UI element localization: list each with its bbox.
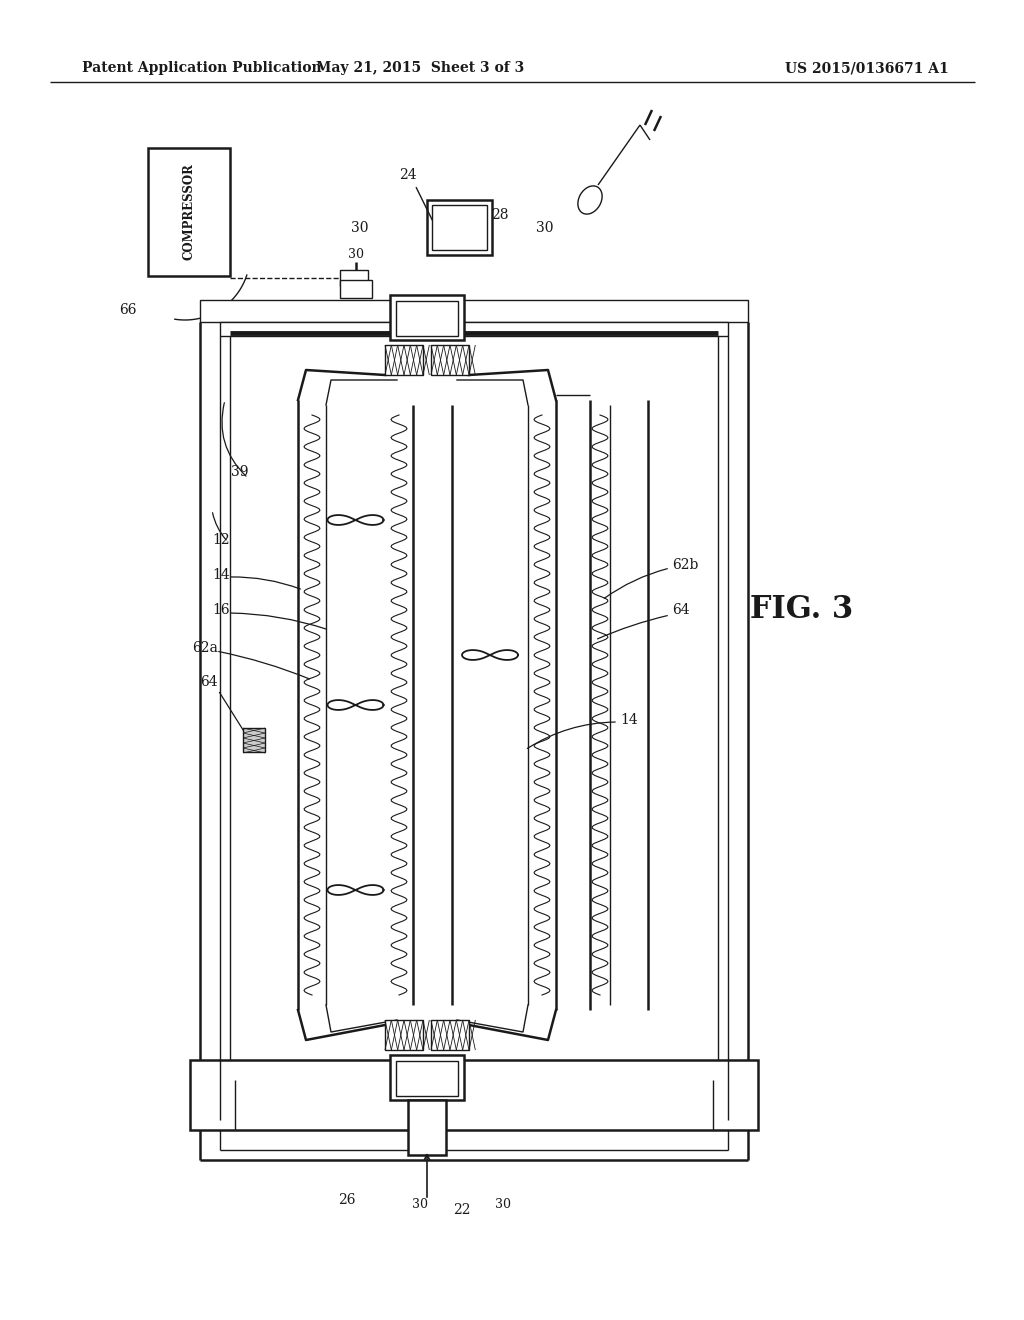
Bar [243, 729, 265, 752]
Text: 16: 16 [212, 603, 230, 616]
Text: 30: 30 [537, 220, 554, 235]
Text: 30: 30 [348, 248, 364, 260]
Text: 14: 14 [212, 568, 230, 582]
Bar [432, 205, 487, 249]
Text: 26: 26 [338, 1193, 355, 1206]
Bar [396, 301, 458, 337]
Bar [427, 201, 492, 255]
Ellipse shape [578, 186, 602, 214]
Text: US 2015/0136671 A1: US 2015/0136671 A1 [785, 61, 949, 75]
Text: 62b: 62b [672, 558, 698, 572]
Bar [385, 345, 423, 375]
Text: 66: 66 [119, 304, 137, 317]
Bar [340, 271, 368, 286]
Text: 62a: 62a [193, 642, 218, 655]
Bar [431, 345, 469, 375]
Bar [220, 322, 728, 337]
Bar [390, 294, 464, 341]
Text: COMPRESSOR: COMPRESSOR [182, 164, 196, 260]
Bar [340, 280, 372, 298]
Bar [148, 148, 230, 276]
Text: FIG. 3: FIG. 3 [750, 594, 853, 626]
Bar [396, 1061, 458, 1096]
Text: 39: 39 [231, 465, 249, 479]
Text: 30: 30 [351, 220, 369, 235]
Text: 64: 64 [672, 603, 689, 616]
Text: May 21, 2015  Sheet 3 of 3: May 21, 2015 Sheet 3 of 3 [315, 61, 524, 75]
Text: 30: 30 [495, 1199, 511, 1212]
Bar [385, 1020, 423, 1049]
Text: 12: 12 [212, 533, 230, 546]
Bar [408, 1100, 446, 1155]
Text: 14: 14 [620, 713, 638, 727]
Bar [390, 1055, 464, 1100]
Bar [200, 300, 748, 322]
Text: 22: 22 [454, 1203, 471, 1217]
Text: 64: 64 [201, 675, 218, 689]
Bar [431, 1020, 469, 1049]
Text: 28: 28 [492, 209, 509, 222]
Text: 30: 30 [412, 1199, 428, 1212]
Bar [190, 1060, 758, 1130]
Text: Patent Application Publication: Patent Application Publication [82, 61, 322, 75]
Text: 24: 24 [399, 168, 417, 182]
